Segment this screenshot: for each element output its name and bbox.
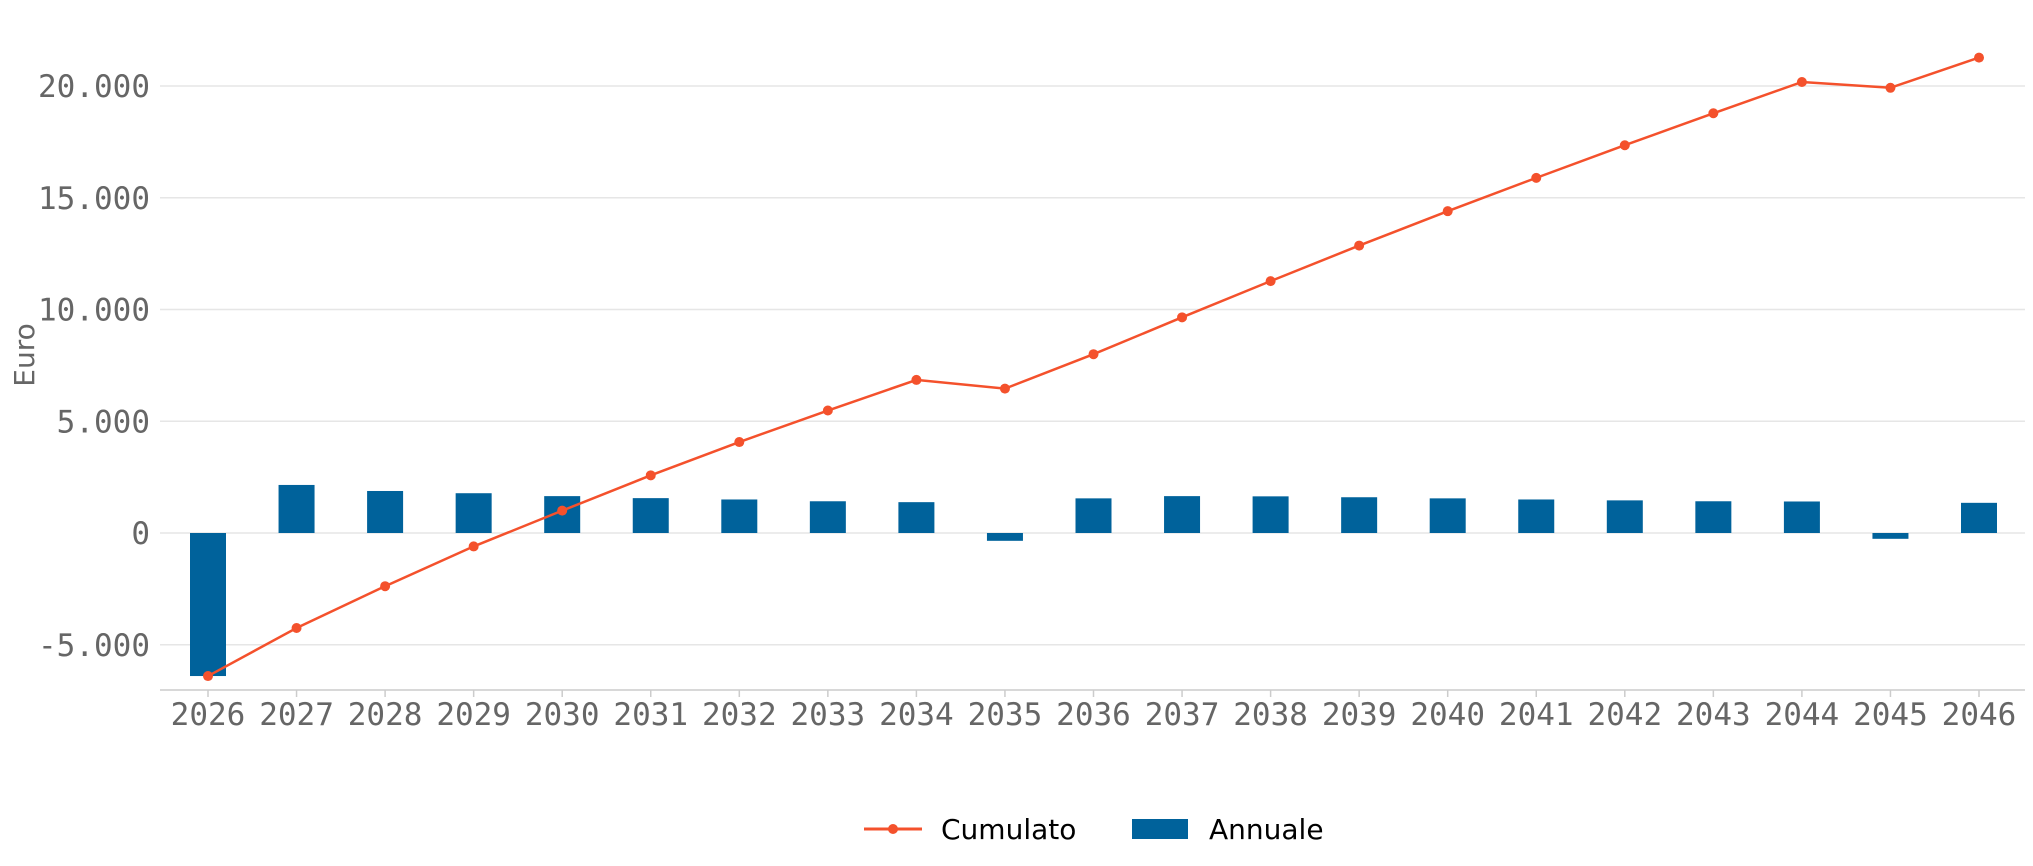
x-tick-label: 2037: [1145, 697, 1220, 733]
y-tick-label: 15.000: [38, 181, 150, 217]
y-tick-label: 10.000: [38, 293, 150, 329]
bar: [190, 533, 226, 677]
x-tick-label: 2044: [1765, 697, 1840, 733]
bar: [1695, 501, 1732, 533]
cumulato-point: [203, 671, 213, 682]
bar: [632, 498, 669, 533]
cumulato-point: [380, 581, 391, 592]
legend-bar-marker: [1132, 819, 1188, 839]
cumulato-point: [911, 374, 922, 385]
cumulato-point: [1885, 82, 1896, 93]
cumulato-point: [1177, 312, 1188, 323]
cumulato-line: [207, 56, 1980, 678]
cumulato-point: [1442, 206, 1453, 217]
x-tick-label: 2031: [613, 697, 688, 733]
bar: [898, 502, 935, 533]
cumulato-point: [1619, 140, 1630, 151]
bar: [1341, 497, 1378, 533]
line-series-cumulato: [203, 52, 1984, 682]
x-tick-label: 2029: [436, 697, 511, 733]
x-tick-label: 2030: [525, 697, 600, 733]
y-axis-label: Euro: [8, 323, 41, 386]
bar: [455, 493, 492, 533]
x-tick-label: 2040: [1410, 697, 1485, 733]
legend: Cumulato Annuale: [864, 813, 1324, 846]
cumulato-point: [557, 505, 568, 516]
cumulato-point: [1088, 349, 1099, 360]
cumulato-point: [1354, 240, 1365, 251]
x-tick-label: 2039: [1322, 697, 1397, 733]
bar: [1252, 496, 1289, 533]
x-tick-label: 2042: [1587, 697, 1662, 733]
cumulato-point: [1796, 76, 1807, 87]
y-tick-label: -5.000: [38, 628, 150, 664]
bar: [809, 501, 846, 533]
cumulato-point: [1974, 52, 1984, 63]
x-tick-label: 2034: [879, 697, 954, 733]
x-tick-label: 2038: [1233, 697, 1308, 733]
x-tick-label: 2027: [259, 697, 334, 733]
x-tick-label: 2035: [968, 697, 1043, 733]
x-tick-label: 2046: [1942, 697, 2017, 733]
bar-series-annuale: [190, 484, 1997, 677]
bar: [1518, 499, 1555, 533]
x-tick-label: 2026: [171, 697, 246, 733]
bar: [1164, 496, 1201, 533]
bar: [1075, 498, 1112, 533]
bar: [1961, 502, 1997, 533]
cumulato-point: [291, 622, 302, 633]
cumulato-point: [999, 383, 1010, 394]
bar: [1872, 533, 1909, 539]
cumulato-point: [822, 405, 833, 416]
x-tick-label: 2043: [1676, 697, 1751, 733]
x-tick-label: 2028: [348, 697, 423, 733]
legend-line-dot: [888, 824, 898, 834]
cumulato-point: [468, 541, 479, 552]
x-tick-label: 2045: [1853, 697, 1928, 733]
bar: [367, 490, 404, 533]
legend-label-annuale: Annuale: [1209, 813, 1324, 846]
cumulato-point: [645, 470, 656, 481]
axes: -5.000 0 5.000 10.000 15.000 20.000 2026 2027 20…: [38, 69, 2025, 733]
cumulato-point: [1265, 276, 1276, 287]
legend-label-cumulato: Cumulato: [941, 813, 1076, 846]
cumulato-point: [1531, 172, 1542, 183]
bar: [1783, 501, 1820, 533]
bar: [1606, 500, 1643, 533]
bar: [278, 484, 315, 533]
cumulato-point: [734, 437, 745, 448]
bar: [721, 499, 758, 533]
x-tick-label: 2036: [1056, 697, 1131, 733]
x-tick-label: 2032: [702, 697, 777, 733]
x-tick-label: 2041: [1499, 697, 1574, 733]
x-tick-label: 2033: [791, 697, 866, 733]
y-tick-label: 5.000: [57, 404, 150, 440]
bar: [986, 533, 1023, 541]
bar: [1429, 498, 1466, 533]
cumulato-point: [1708, 108, 1719, 119]
y-tick-label: 20.000: [38, 69, 150, 105]
y-tick-label: 0: [131, 516, 150, 552]
